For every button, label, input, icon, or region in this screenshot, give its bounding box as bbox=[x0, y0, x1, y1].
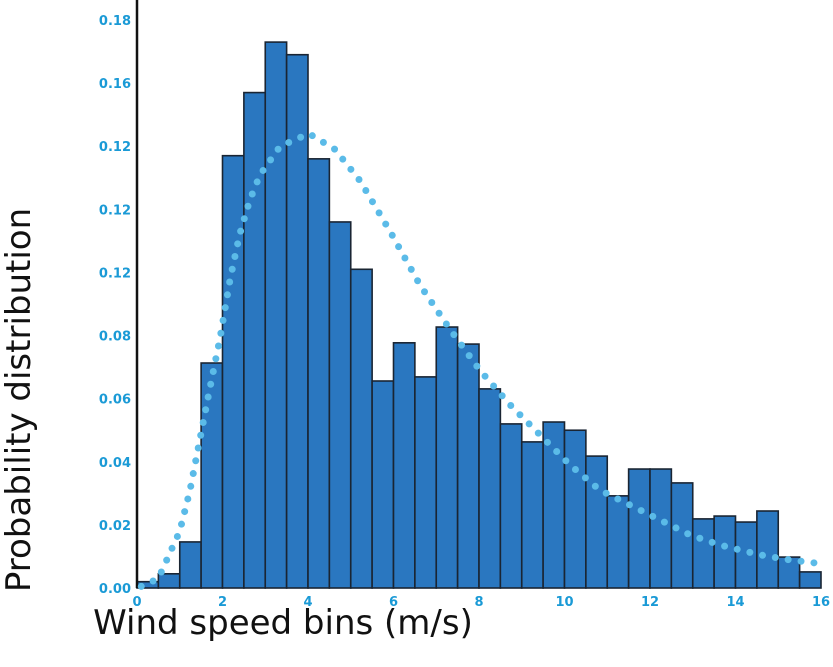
y-tick-label: 0.12 bbox=[99, 140, 131, 155]
x-tick-label: 2 bbox=[218, 595, 227, 610]
x-tick-label: 8 bbox=[474, 595, 483, 610]
y-tick-label: 0.04 bbox=[99, 456, 131, 471]
bar bbox=[178, 541, 202, 589]
x-tick-label: 14 bbox=[726, 595, 744, 610]
x-tick-label: 12 bbox=[641, 595, 659, 610]
bar bbox=[285, 53, 309, 589]
y-tick-label: 0.08 bbox=[99, 330, 131, 345]
y-tick-label: 0.02 bbox=[99, 519, 131, 534]
x-tick-label: 0 bbox=[132, 595, 141, 610]
bar bbox=[734, 521, 758, 589]
bar bbox=[691, 518, 715, 589]
y-tick-label: 0.18 bbox=[99, 14, 131, 29]
bar bbox=[756, 510, 780, 589]
bar bbox=[371, 380, 395, 589]
bar bbox=[328, 221, 352, 589]
bar bbox=[542, 421, 566, 589]
y-axis-label: Probability distribution bbox=[0, 208, 39, 592]
bar bbox=[478, 388, 502, 589]
x-tick-label: 10 bbox=[555, 595, 573, 610]
bar bbox=[435, 326, 459, 589]
bar bbox=[798, 571, 822, 589]
y-tick-label: 0.12 bbox=[99, 203, 131, 218]
bar bbox=[499, 423, 523, 589]
bar bbox=[264, 41, 288, 589]
y-tick-label: 0.16 bbox=[99, 77, 131, 92]
bar bbox=[243, 91, 267, 589]
bar bbox=[585, 455, 609, 589]
y-tick-label: 0.00 bbox=[99, 582, 131, 597]
bar bbox=[627, 468, 651, 589]
x-axis-label: Wind speed bins (m/s) bbox=[93, 603, 473, 643]
bar bbox=[520, 441, 544, 589]
bar bbox=[307, 158, 331, 589]
bar bbox=[349, 268, 373, 589]
fit-curve bbox=[137, 129, 820, 590]
bar bbox=[392, 342, 416, 589]
bar bbox=[456, 343, 480, 589]
bar bbox=[606, 495, 630, 589]
y-tick-label: 0.12 bbox=[99, 266, 131, 281]
bar bbox=[563, 429, 587, 589]
x-tick-label: 4 bbox=[303, 595, 312, 610]
y-tick-label: 0.06 bbox=[99, 393, 131, 408]
bar bbox=[649, 468, 673, 589]
bar bbox=[200, 362, 224, 589]
x-tick-label: 6 bbox=[389, 595, 398, 610]
bar bbox=[221, 154, 245, 589]
bar bbox=[157, 572, 181, 589]
bar bbox=[713, 515, 737, 589]
bar bbox=[414, 376, 438, 589]
x-tick-label: 16 bbox=[812, 595, 830, 610]
